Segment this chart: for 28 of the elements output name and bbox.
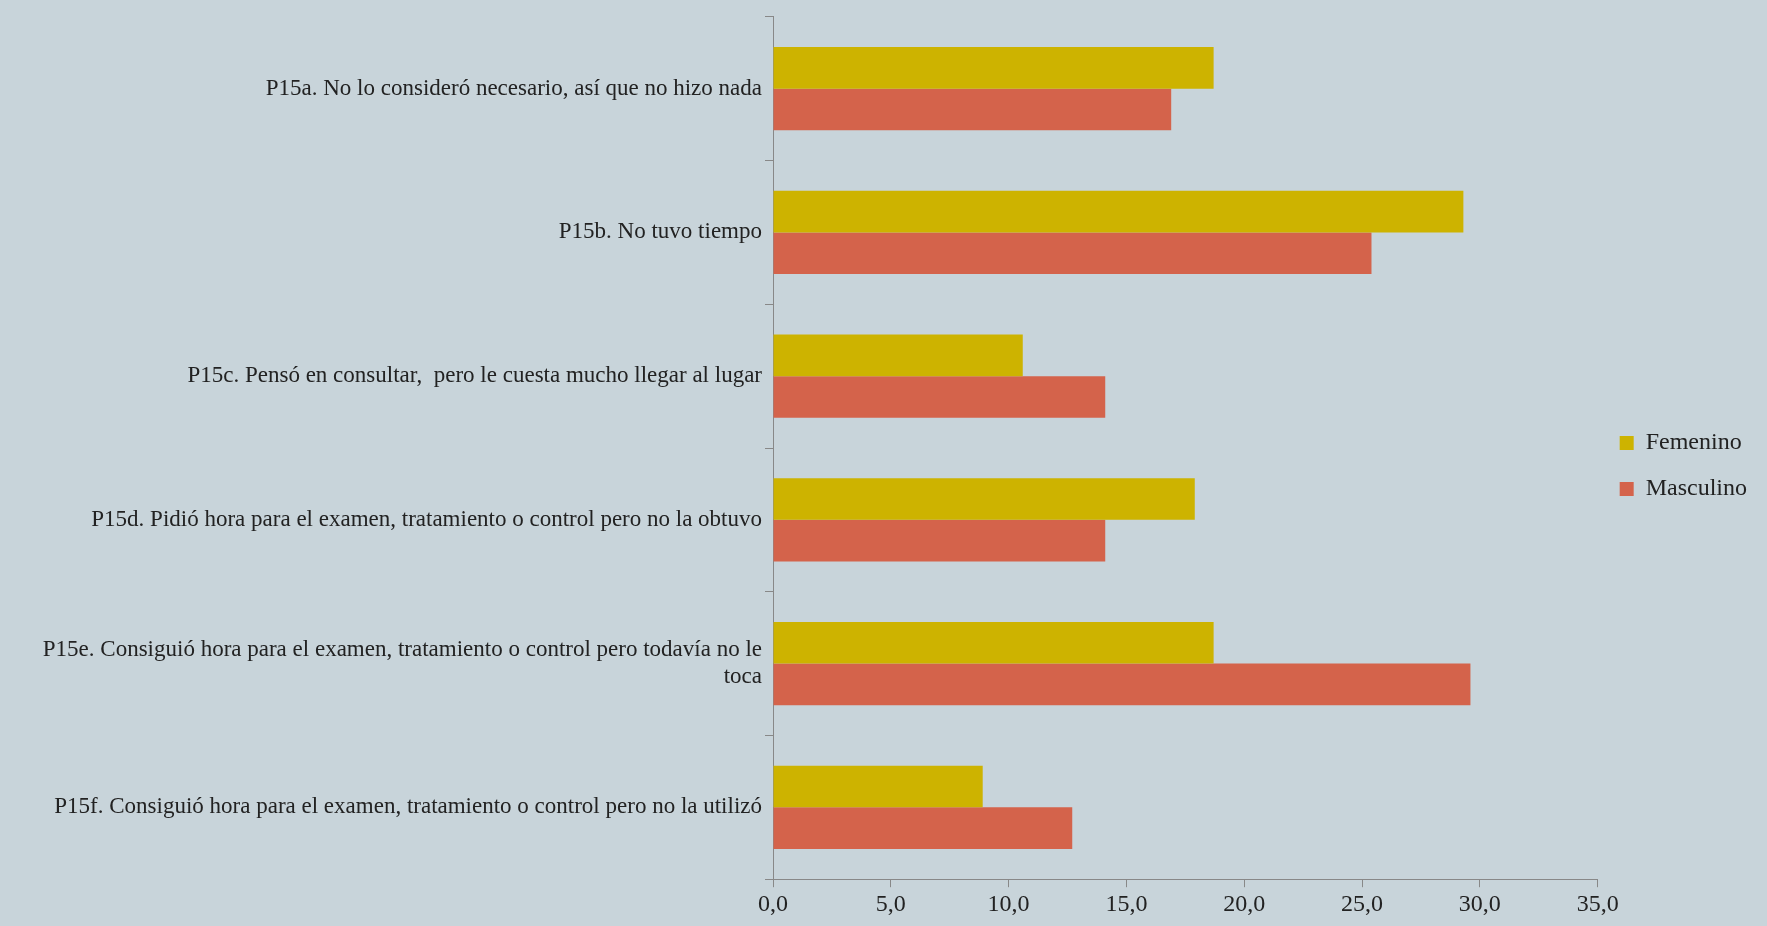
bar — [773, 621, 1214, 664]
legend-label: Femenino — [1645, 428, 1742, 455]
x-tick-label: 25,0 — [1341, 889, 1384, 916]
legend-label: Masculino — [1645, 474, 1748, 501]
bar — [773, 334, 1023, 377]
bar — [773, 807, 1073, 850]
bar — [773, 478, 1195, 520]
bar — [773, 88, 1172, 131]
bar — [773, 519, 1106, 562]
x-tick-label: 0,0 — [758, 889, 788, 916]
y-tick-label: P15e. Consiguió hora para el examen, tratamiento o control pero todavía no le toca — [42, 635, 762, 689]
y-tick-label: P15c. Pensó en consultar, pero le cuesta mucho llegar al lugar — [187, 362, 763, 388]
y-tick-label: P15d. Pidió hora para el examen, tratamiento o control pero no la obtuvo — [91, 505, 762, 531]
y-tick-label: P15a. No lo consideró necesario, así que no hizo nada — [265, 74, 762, 100]
x-tick-label: 30,0 — [1458, 889, 1501, 916]
x-tick-label: 5,0 — [875, 889, 906, 916]
x-tick-label: 10,0 — [987, 889, 1030, 916]
bar — [773, 46, 1214, 89]
bar — [773, 765, 983, 808]
bar — [773, 232, 1372, 275]
x-tick-label: 15,0 — [1105, 889, 1148, 916]
y-tick-label: P15b. No tuvo tiempo — [558, 218, 762, 244]
bar — [773, 663, 1471, 706]
x-tick-label: 35,0 — [1576, 889, 1619, 916]
bar — [773, 376, 1106, 418]
x-tick-label: 20,0 — [1223, 889, 1266, 916]
bar — [773, 190, 1464, 233]
y-tick-label: P15f. Consiguió hora para el examen, tratamiento o control pero no la utilizó — [54, 793, 762, 819]
